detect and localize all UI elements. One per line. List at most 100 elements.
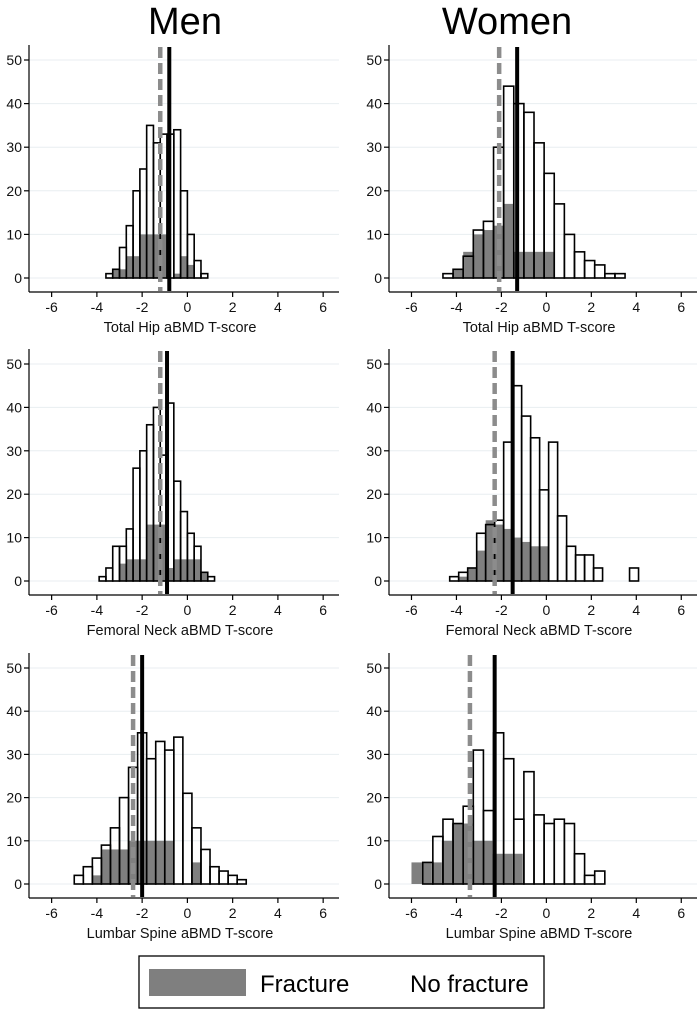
x-tick-label: 0 [542,299,550,315]
no-fracture-bar [200,848,211,885]
x-axis-title: Total Hip aBMD T-score [104,320,257,336]
y-tick-label: 30 [366,746,382,762]
fracture-bar [164,840,174,884]
x-axis-title: Femoral Neck aBMD T-score [446,623,633,639]
fracture-bar [502,853,513,884]
x-tick-label: 6 [677,905,685,921]
x-tick-label: -6 [45,602,58,618]
fracture-bar [467,567,477,581]
no-fracture-bar [593,264,606,279]
legend-label-no-fracture: No fracture [410,971,529,998]
no-fracture-bar [448,575,460,582]
fracture-bar [128,840,138,884]
column-title-men: Men [148,1,222,43]
y-tick-label: 30 [6,139,22,155]
y-tick-label: 50 [6,52,22,68]
y-tick-label: 0 [374,876,382,892]
x-tick-label: 2 [587,299,595,315]
x-tick-label: -6 [405,602,418,618]
fracture-bar [180,256,188,278]
fracture-bar [119,849,129,884]
fracture-bar [119,563,127,581]
no-fracture-bar [553,818,566,885]
fracture-bar [187,559,195,581]
y-tick-label: 50 [366,52,382,68]
fracture-bar [411,862,422,884]
fracture-bar [544,251,555,278]
y-tick-label: 30 [366,443,382,459]
no-fracture-bar [573,251,586,279]
no-fracture-bar [614,272,626,279]
no-fracture-bar [583,554,595,582]
no-fracture-bar [173,736,184,885]
no-fracture-bar [73,874,85,885]
x-tick-label: -2 [495,905,508,921]
no-fracture-bar [604,272,616,279]
y-tick-label: 50 [6,660,22,676]
x-tick-label: -4 [91,905,104,921]
fracture-bar [521,541,531,581]
no-fracture-bar [442,272,454,279]
fracture-bar [493,225,504,278]
fracture-bar [187,264,195,278]
x-tick-label: -4 [91,602,104,618]
fracture-bar [191,862,201,884]
column-title-women: Women [442,1,572,43]
no-fracture-bar [218,870,229,885]
fracture-bar [133,256,140,278]
y-tick-label: 0 [374,573,382,589]
fracture-bar [539,546,549,581]
fracture-bar [126,559,134,581]
x-tick-label: -4 [450,602,463,618]
y-tick-label: 50 [6,356,22,372]
y-tick-label: 20 [366,183,382,199]
x-tick-label: 4 [274,299,282,315]
x-tick-label: 2 [587,905,595,921]
no-fracture-bar [82,865,94,885]
y-tick-label: 40 [366,703,382,719]
fracture-bar [462,823,473,884]
no-fracture-bar [583,259,596,279]
no-fracture-bar [574,554,586,582]
x-tick-label: 4 [632,299,640,315]
no-fracture-bar [543,822,556,885]
fracture-bar [472,840,483,884]
histogram-panel: 0 10 20 30 40 50 -6 -4 -2 0 2 4 6 Lumbar Spine aBMD T… [6,653,339,942]
x-tick-label: -4 [91,299,104,315]
fracture-bar [139,234,147,278]
fracture-bar [160,524,168,581]
no-fracture-bar [593,870,606,885]
no-fracture-bar [236,878,248,885]
x-tick-label: 6 [319,299,327,315]
fracture-bar [503,528,513,581]
x-tick-label: 6 [677,299,685,315]
x-tick-label: 0 [183,905,191,921]
no-fracture-bar [547,441,559,582]
no-fracture-bar [193,259,202,279]
fracture-bar [463,251,474,278]
y-tick-label: 30 [366,139,382,155]
fracture-bar [101,849,111,884]
histogram-panel: 0 10 20 30 40 50 -6 -4 -2 0 2 4 6 Lumbar Spine aBMD T… [366,653,697,942]
fracture-bar [483,230,494,278]
fracture-bar [523,251,535,278]
fracture-bar [146,234,154,278]
x-tick-label: 6 [319,602,327,618]
histogram-panel: 0 10 20 30 40 50 -6 -4 -2 0 2 4 6 Total Hip aBMD T-sc… [6,45,339,336]
fracture-bar [119,269,127,278]
no-fracture-bar [193,545,202,582]
y-tick-label: 30 [6,443,22,459]
x-tick-label: 2 [587,602,595,618]
x-tick-label: 4 [274,905,282,921]
no-fracture-bar [105,567,114,582]
y-tick-label: 40 [6,96,22,112]
fracture-bar [441,840,452,884]
fracture-bar [530,546,540,581]
histogram-panel: 0 10 20 30 40 50 -6 -4 -2 0 2 4 6 Femoral Neck aBMD T… [6,349,339,639]
y-tick-label: 40 [6,399,22,415]
fracture-bar [133,559,140,581]
x-tick-label: -6 [405,905,418,921]
no-fracture-bar [98,575,107,582]
